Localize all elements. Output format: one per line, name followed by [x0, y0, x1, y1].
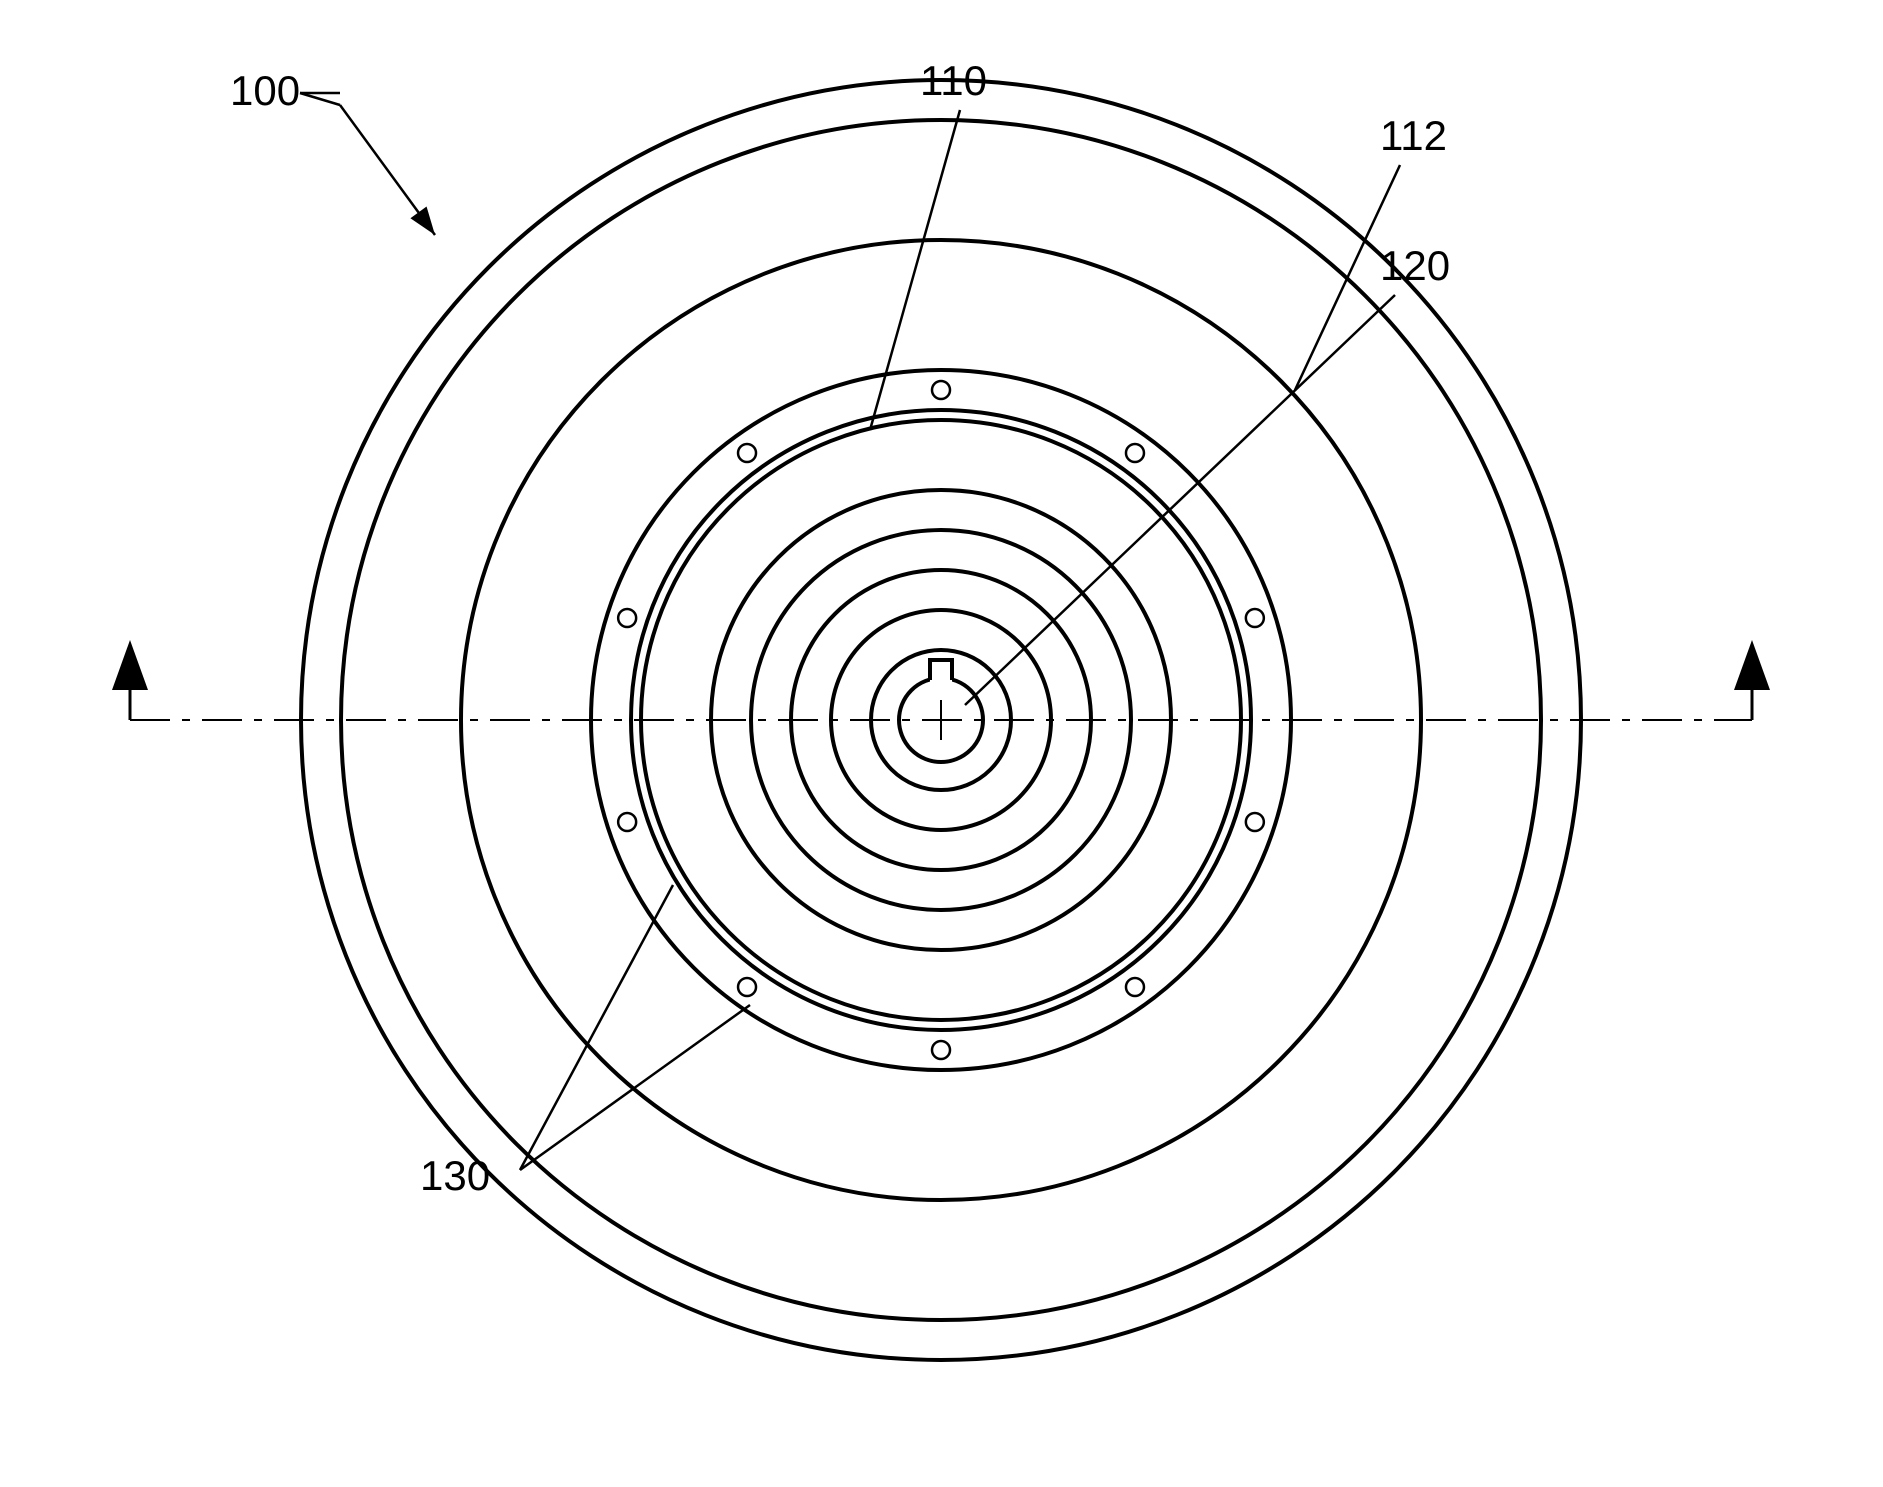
callout-label-100: 100 [230, 67, 300, 114]
callout-label-130: 130 [420, 1152, 490, 1199]
callout-label-120: 120 [1380, 242, 1450, 289]
callout-label-110: 110 [920, 57, 987, 104]
callout-label-112: 112 [1380, 112, 1447, 159]
